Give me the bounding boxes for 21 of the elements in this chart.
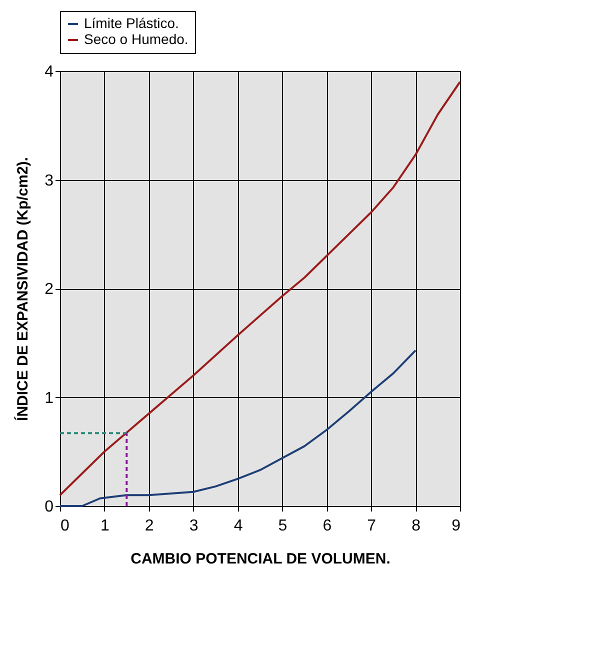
y-tick-label: 2 (44, 281, 54, 298)
x-tick-label: 6 (322, 518, 332, 534)
x-tick-label: 0 (60, 518, 70, 534)
x-tick-label: 4 (234, 518, 243, 534)
x-tick-label: 9 (452, 518, 461, 534)
x-tick-label: 1 (100, 518, 110, 534)
x-tick-label: 8 (412, 518, 421, 534)
legend-label: Seco o Humedo. (84, 31, 188, 47)
y-tick-label: 1 (44, 390, 54, 407)
x-tick-label: 7 (367, 518, 376, 534)
line-series (59, 80, 461, 496)
y-tick-label: 4 (44, 64, 54, 80)
legend-label: Límite Plástico. (84, 15, 179, 31)
x-tick-label: 3 (189, 518, 198, 534)
y-tick-label: 0 (44, 498, 54, 516)
line-series (59, 349, 417, 507)
x-axis-title: CAMBIO POTENCIAL DE VOLUMEN. (130, 550, 390, 568)
x-tick-label: 2 (144, 518, 154, 534)
y-axis-title: ÍNDICE DE EXPANSIVIDAD (Kp/cm2). (14, 157, 32, 421)
x-tick-label: 5 (278, 518, 288, 534)
y-tick-label: 3 (44, 172, 54, 190)
